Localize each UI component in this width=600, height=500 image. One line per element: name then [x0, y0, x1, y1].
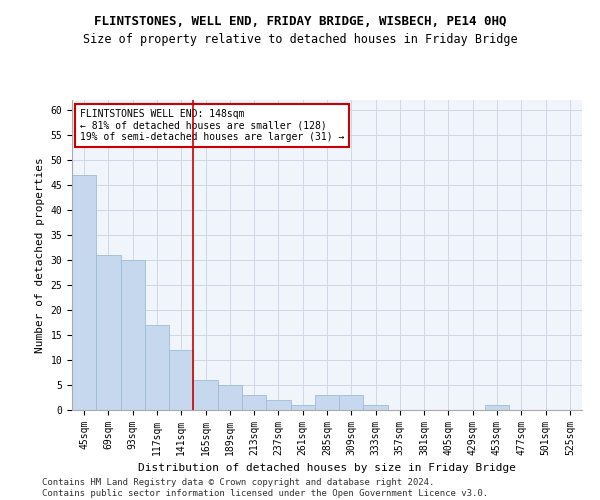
Text: Contains HM Land Registry data © Crown copyright and database right 2024.
Contai: Contains HM Land Registry data © Crown c… — [42, 478, 488, 498]
Bar — [339, 395, 364, 410]
Text: FLINTSTONES WELL END: 148sqm
← 81% of detached houses are smaller (128)
19% of s: FLINTSTONES WELL END: 148sqm ← 81% of de… — [80, 110, 344, 142]
Bar — [364, 405, 388, 410]
X-axis label: Distribution of detached houses by size in Friday Bridge: Distribution of detached houses by size … — [138, 464, 516, 473]
Bar — [266, 400, 290, 410]
Bar — [72, 175, 96, 410]
Bar — [485, 405, 509, 410]
Bar — [218, 385, 242, 410]
Bar — [242, 395, 266, 410]
Bar — [121, 260, 145, 410]
Text: Size of property relative to detached houses in Friday Bridge: Size of property relative to detached ho… — [83, 32, 517, 46]
Text: FLINTSTONES, WELL END, FRIDAY BRIDGE, WISBECH, PE14 0HQ: FLINTSTONES, WELL END, FRIDAY BRIDGE, WI… — [94, 15, 506, 28]
Bar — [193, 380, 218, 410]
Bar — [96, 255, 121, 410]
Bar — [145, 325, 169, 410]
Bar — [169, 350, 193, 410]
Y-axis label: Number of detached properties: Number of detached properties — [35, 157, 45, 353]
Bar — [315, 395, 339, 410]
Bar — [290, 405, 315, 410]
